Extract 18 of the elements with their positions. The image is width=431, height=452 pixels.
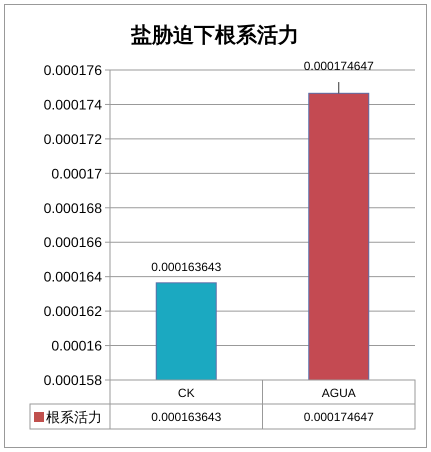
y-tick-label: 0.000172: [44, 130, 102, 147]
y-tick-label: 0.000168: [44, 200, 102, 216]
legend-label: 根系活力: [46, 410, 102, 426]
annotation: 0.000174647: [304, 59, 374, 74]
data-label: 0.000174647: [304, 410, 374, 424]
y-tick-label: 0.000174: [44, 96, 102, 112]
y-tick-label: 0.000164: [44, 268, 102, 285]
chart-title: 盐胁迫下根系活力: [130, 23, 299, 47]
y-tick-label: 0.000166: [44, 234, 102, 250]
y-tick-label: 0.000176: [44, 62, 102, 78]
y-tick-label: 0.000162: [44, 303, 102, 320]
x-tick-label: CK: [178, 386, 195, 400]
y-tick-label: 0.000158: [44, 372, 102, 388]
y-tick-label: 0.00016: [51, 338, 102, 354]
data-label: 0.000163643: [151, 410, 222, 424]
annotation: 0.000163643: [151, 260, 222, 274]
y-tick-label: 0.00017: [51, 165, 102, 182]
x-tick-label: AGUA: [322, 386, 356, 400]
